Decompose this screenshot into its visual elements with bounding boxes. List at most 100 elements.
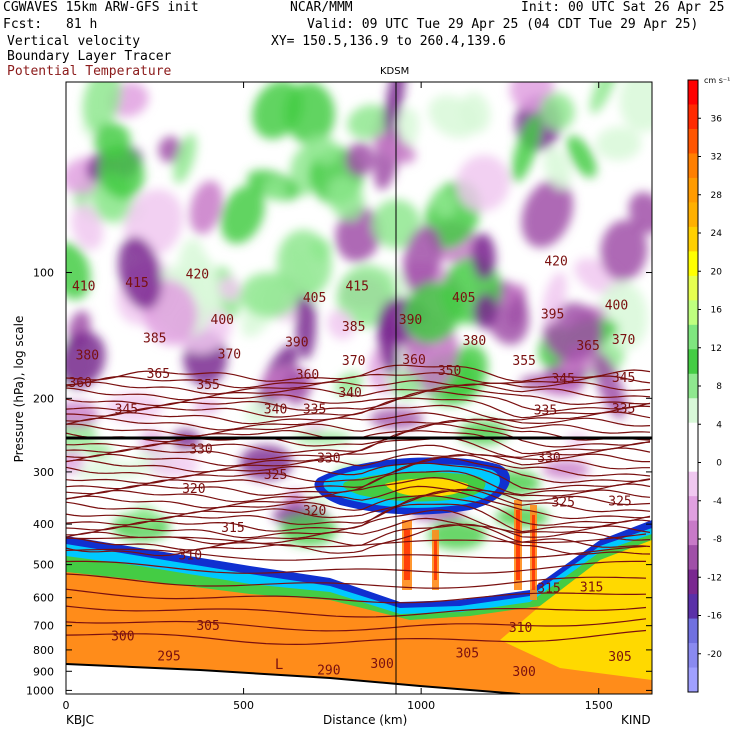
theta-label: 410 (72, 279, 95, 294)
tracer-plume (385, 478, 469, 497)
velocity-cell (507, 292, 527, 329)
velocity-cell (600, 219, 648, 281)
theta-label: 315 (537, 581, 560, 596)
velocity-cell (428, 520, 487, 550)
theta-label: 405 (452, 291, 475, 306)
theta-contour (66, 453, 650, 473)
velocity-cell (384, 82, 406, 133)
theta-label: 300 (370, 657, 393, 672)
theta-contour (66, 470, 651, 497)
theta-contour (66, 444, 650, 467)
theta-contour (66, 490, 651, 521)
y-tick-label: 600 (33, 592, 54, 605)
theta-label: 360 (296, 368, 319, 383)
valid-time: Valid: 09 UTC Tue 29 Apr 25 (04 CDT Tue … (307, 17, 699, 32)
fcst-label: Fcst: (3, 17, 43, 32)
theta-label: 370 (218, 347, 241, 362)
velocity-cell (327, 309, 355, 340)
theta-label: 370 (612, 333, 635, 348)
y-axis-title: Pressure (hPa), log scale (12, 315, 26, 463)
theta-label: 355 (196, 378, 219, 393)
velocity-cell (87, 461, 144, 480)
updraft-column (434, 540, 437, 580)
velocity-cell (460, 92, 491, 133)
velocity-cell (328, 176, 365, 221)
theta-contour (66, 476, 651, 503)
velocity-cell (595, 126, 642, 161)
velocity-cell (335, 206, 382, 262)
theta-label: 335 (303, 403, 326, 418)
theta-label: 325 (264, 468, 287, 483)
theta-label: 335 (534, 404, 557, 419)
field-vertical-velocity: Vertical velocity (7, 34, 141, 49)
velocity-cell (540, 92, 575, 131)
x-tick-label: 0 (63, 699, 70, 712)
velocity-cell (543, 146, 572, 190)
theta-label: 320 (303, 504, 326, 519)
theta-contour (66, 462, 651, 491)
theta-label: 330 (189, 442, 212, 457)
theta-label: 290 (317, 664, 340, 679)
y-tick-label: 1000 (26, 684, 54, 697)
velocity-cell (173, 133, 197, 184)
theta-label: 345 (551, 372, 574, 387)
y-tick-label: 800 (33, 644, 54, 657)
theta-label: 325 (551, 495, 574, 510)
theta-label: 420 (186, 267, 209, 282)
field-boundary-layer-tracer: Boundary Layer Tracer (7, 49, 172, 64)
theta-label: 310 (509, 621, 532, 636)
x-axis-title: Distance (km) (323, 713, 408, 727)
terrain-line (66, 663, 521, 694)
velocity-cell (542, 271, 567, 325)
theta-label: 355 (512, 354, 535, 369)
theta-label: 385 (342, 320, 365, 335)
theta-label: 365 (576, 339, 599, 354)
theta-contour (66, 456, 651, 485)
velocity-cell (471, 232, 496, 280)
velocity-cell (589, 82, 619, 114)
velocity-cell (456, 155, 510, 212)
velocity-cell (97, 145, 145, 200)
theta-label: 380 (76, 349, 99, 364)
velocity-cell (192, 400, 221, 413)
theta-label: 300 (512, 665, 535, 680)
station-mid: KDSM (380, 66, 410, 77)
theta-contour (66, 383, 651, 401)
theta-label: 295 (157, 650, 180, 665)
velocity-cell (245, 399, 277, 427)
theta-contour (66, 629, 647, 646)
velocity-cell (511, 114, 542, 183)
velocity-cell (403, 281, 462, 344)
plot-border (65, 81, 653, 695)
theta-contour (66, 560, 647, 574)
velocity-cell (220, 185, 265, 244)
theta-contour (66, 605, 647, 618)
vertical-velocity-field (66, 82, 652, 550)
theta-contour (66, 495, 651, 526)
theta-label: 340 (264, 403, 287, 418)
x-tick-label: 500 (233, 699, 254, 712)
theta-contour (66, 545, 647, 561)
theta-contour (66, 533, 647, 548)
terrain-surface (66, 664, 520, 694)
station-right: KIND (621, 713, 651, 727)
theta-label: 300 (111, 629, 134, 644)
theta-label: 305 (456, 647, 479, 662)
theta-contour (66, 524, 651, 557)
velocity-cell (304, 135, 340, 164)
theta-label: 415 (125, 276, 148, 291)
velocity-cell (277, 229, 332, 298)
velocity-cell (431, 189, 456, 217)
velocity-cell (71, 204, 104, 250)
theta-label: 390 (285, 335, 308, 350)
theta-contour (66, 573, 647, 589)
theta-label: 365 (147, 367, 170, 382)
init-time: Init: 00 UTC Sat 26 Apr 25 (521, 0, 725, 15)
theta-label: 370 (342, 354, 365, 369)
axes: 0 500 1000 1500 100 200 300 400 500 600 700 800 900 1… (26, 82, 652, 712)
theta-label: 420 (544, 254, 567, 269)
theta-label: 380 (463, 334, 486, 349)
model-title: CGWAVES 15km ARW-GFS init (3, 0, 199, 15)
theta-contour (66, 437, 651, 461)
